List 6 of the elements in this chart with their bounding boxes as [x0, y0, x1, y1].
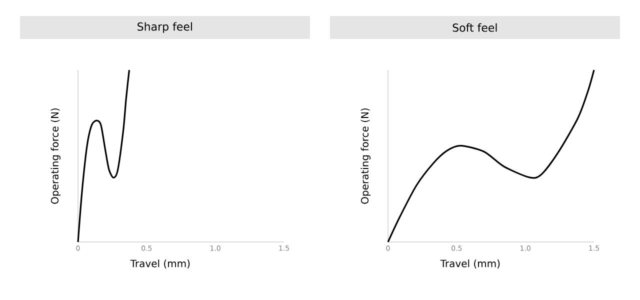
y-axis-title: Operating force (N) [360, 108, 370, 204]
chart-title: Soft feel [452, 23, 497, 32]
x-axis-title: Travel (mm) [130, 260, 190, 268]
y-axis-title: Operating force (N) [50, 108, 60, 204]
x-axis-title: Travel (mm) [440, 260, 500, 268]
chart-title: Sharp feel [138, 22, 192, 33]
